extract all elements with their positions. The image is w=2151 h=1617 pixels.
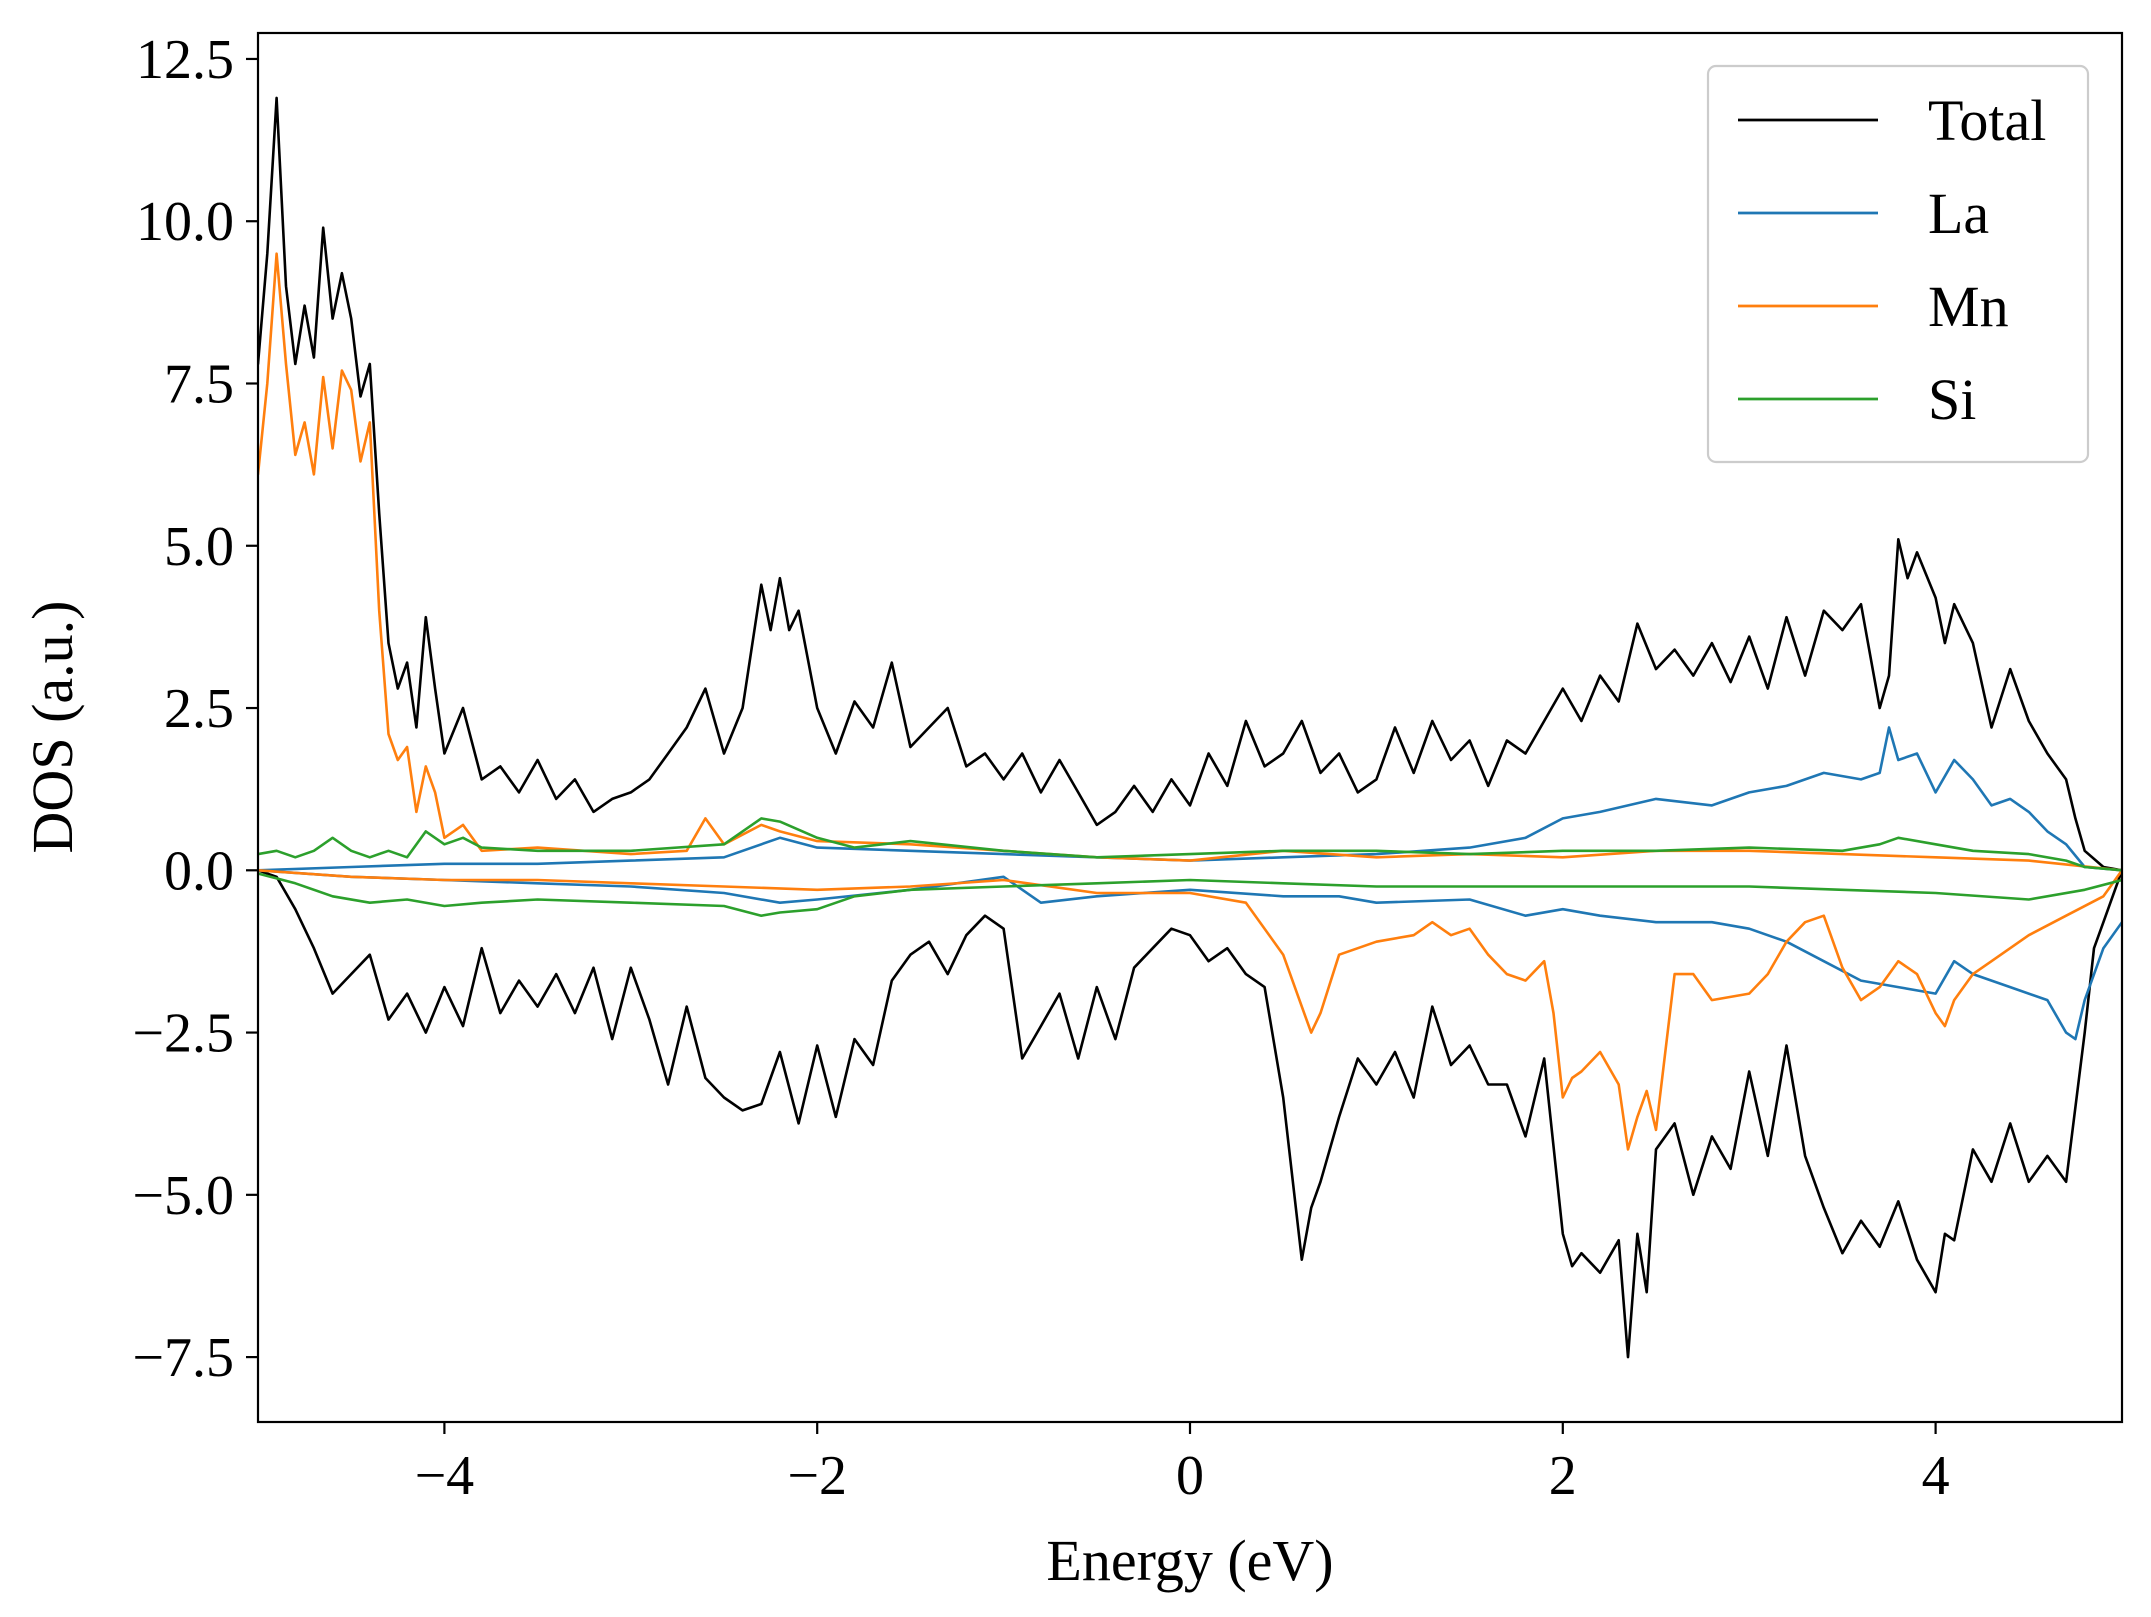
legend-frame (1706, 64, 2090, 464)
legend-label-mn: Mn (1928, 274, 2009, 339)
y-tick-label: 2.5 (164, 678, 234, 740)
si-spin-up-line (258, 817, 2122, 872)
mn-spin-down-line (258, 868, 2122, 1151)
x-tick-label: 2 (1549, 1445, 1577, 1507)
x-tick-label: −2 (787, 1445, 847, 1507)
y-tick-label: 10.0 (136, 191, 234, 253)
x-axis-label: Energy (eV) (1046, 1528, 1333, 1593)
y-tick-label: 0.0 (164, 840, 234, 902)
series-layer (258, 96, 2122, 1359)
legend-label-total: Total (1928, 88, 2046, 153)
la-spin-up-line (258, 726, 2122, 872)
si-spin-down-line (258, 872, 2122, 918)
x-tick-label: −4 (415, 1445, 475, 1507)
y-tick-label: −5.0 (132, 1165, 234, 1227)
y-tick-label: 12.5 (136, 29, 234, 91)
legend-label-si: Si (1928, 367, 1976, 432)
total-spin-down-line (258, 868, 2122, 1359)
y-tick-label: −2.5 (132, 1003, 234, 1065)
x-tick-label: 4 (1922, 1445, 1950, 1507)
x-axis-ticks: −4 −2 0 2 4 (415, 1422, 1950, 1507)
y-axis-label: DOS (a.u.) (20, 601, 85, 854)
la-spin-down-line (258, 868, 2122, 1041)
y-tick-label: −7.5 (132, 1327, 234, 1389)
total-spin-up-line (258, 96, 2122, 872)
x-tick-label: 0 (1176, 1445, 1204, 1507)
legend: Total La Mn Si (1706, 64, 2090, 464)
legend-label-la: La (1928, 181, 1989, 246)
y-tick-label: 5.0 (164, 516, 234, 578)
y-axis-ticks: −7.5 −5.0 −2.5 0.0 2.5 5.0 7.5 10.0 12.5 (132, 29, 258, 1389)
y-tick-label: 7.5 (164, 353, 234, 415)
mn-spin-up-line (258, 252, 2122, 872)
legend-items: Total La Mn Si (1738, 88, 2046, 432)
